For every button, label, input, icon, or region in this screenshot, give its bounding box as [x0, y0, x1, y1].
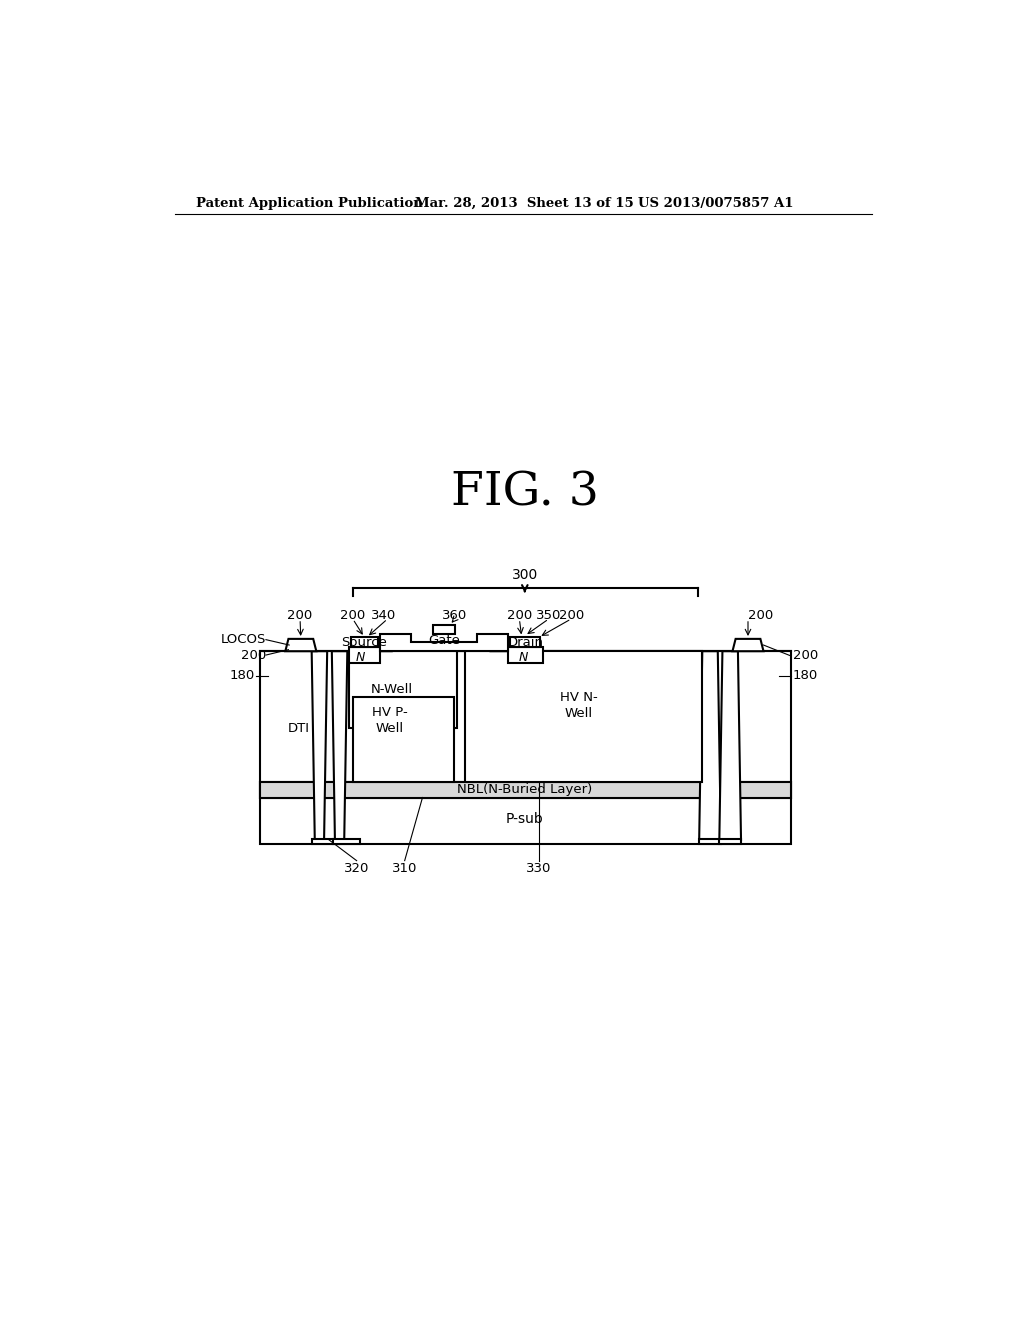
Text: 350: 350 — [537, 610, 561, 622]
Text: N: N — [518, 651, 528, 664]
Text: Mar. 28, 2013  Sheet 13 of 15: Mar. 28, 2013 Sheet 13 of 15 — [415, 197, 634, 210]
Text: 300: 300 — [512, 568, 538, 582]
Bar — [351, 638, 378, 647]
Polygon shape — [286, 639, 316, 651]
Bar — [719, 840, 741, 843]
Text: DTI: DTI — [288, 722, 309, 735]
Polygon shape — [699, 651, 721, 840]
Polygon shape — [376, 644, 391, 651]
Text: US 2013/0075857 A1: US 2013/0075857 A1 — [638, 197, 794, 210]
Text: NBL(N-Buried Layer): NBL(N-Buried Layer) — [457, 783, 593, 796]
Polygon shape — [380, 635, 508, 651]
Polygon shape — [490, 644, 510, 651]
Text: 200: 200 — [241, 648, 266, 661]
Text: Drain: Drain — [508, 636, 544, 649]
Text: HV N-
Well: HV N- Well — [560, 690, 598, 719]
Bar — [349, 647, 380, 663]
Text: N-Well: N-Well — [371, 684, 413, 696]
Bar — [334, 840, 359, 843]
Text: LOCOS: LOCOS — [220, 634, 266, 647]
Text: 330: 330 — [526, 862, 552, 875]
Bar — [349, 651, 458, 729]
Polygon shape — [732, 639, 764, 651]
Text: 340: 340 — [371, 610, 396, 622]
Bar — [352, 697, 454, 781]
Bar — [260, 783, 790, 797]
Bar — [260, 781, 791, 797]
Text: 200: 200 — [288, 610, 312, 622]
Bar — [312, 840, 339, 843]
Bar — [699, 840, 721, 843]
Text: N: N — [355, 651, 366, 664]
Polygon shape — [311, 651, 328, 840]
Text: P-sub: P-sub — [506, 812, 544, 826]
Bar — [508, 647, 543, 663]
Text: 200: 200 — [340, 610, 366, 622]
Text: 310: 310 — [392, 862, 418, 875]
Text: 180: 180 — [793, 669, 818, 682]
Text: 360: 360 — [442, 610, 468, 622]
Bar — [260, 651, 791, 843]
Text: 200: 200 — [748, 610, 773, 622]
Text: Gate: Gate — [428, 634, 460, 647]
Text: HV P-
Well: HV P- Well — [372, 706, 408, 735]
Bar — [510, 638, 541, 647]
Text: Source: Source — [341, 636, 387, 649]
Polygon shape — [719, 651, 741, 840]
Text: 200: 200 — [559, 610, 584, 622]
Text: FIG. 3: FIG. 3 — [451, 471, 599, 516]
Text: 200: 200 — [793, 649, 818, 663]
Text: 180: 180 — [229, 669, 255, 682]
Text: Patent Application Publication: Patent Application Publication — [197, 197, 423, 210]
Bar — [433, 626, 455, 635]
Text: 320: 320 — [344, 862, 370, 875]
Text: 200: 200 — [507, 610, 532, 622]
Polygon shape — [332, 651, 347, 840]
Bar — [260, 781, 791, 797]
Bar — [465, 651, 701, 781]
